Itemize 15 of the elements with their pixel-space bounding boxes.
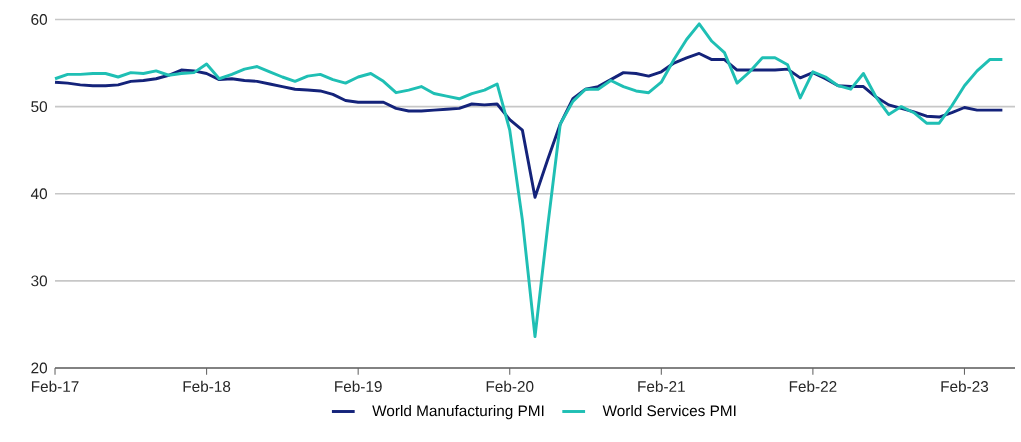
x-tick-label: Feb-17: [31, 380, 79, 392]
y-tick-label: 20: [31, 362, 48, 374]
x-tick-label: Feb-22: [789, 380, 837, 392]
x-tick-label: Feb-20: [486, 380, 534, 392]
y-tick-label: 30: [31, 275, 48, 287]
x-tick-label: Feb-23: [941, 380, 989, 392]
y-tick-label: 60: [31, 14, 48, 25]
legend-label: World Manufacturing PMI: [372, 404, 544, 420]
y-tick-label: 50: [31, 101, 48, 113]
y-tick-label: 40: [30, 188, 48, 200]
x-tick-label: Feb-18: [183, 380, 231, 392]
line-series: [53, 22, 1004, 339]
x-tick-label: Feb-21: [638, 380, 685, 392]
legend-label: World Services PMI: [602, 404, 736, 417]
x-tick-label: Feb-19: [335, 380, 382, 392]
